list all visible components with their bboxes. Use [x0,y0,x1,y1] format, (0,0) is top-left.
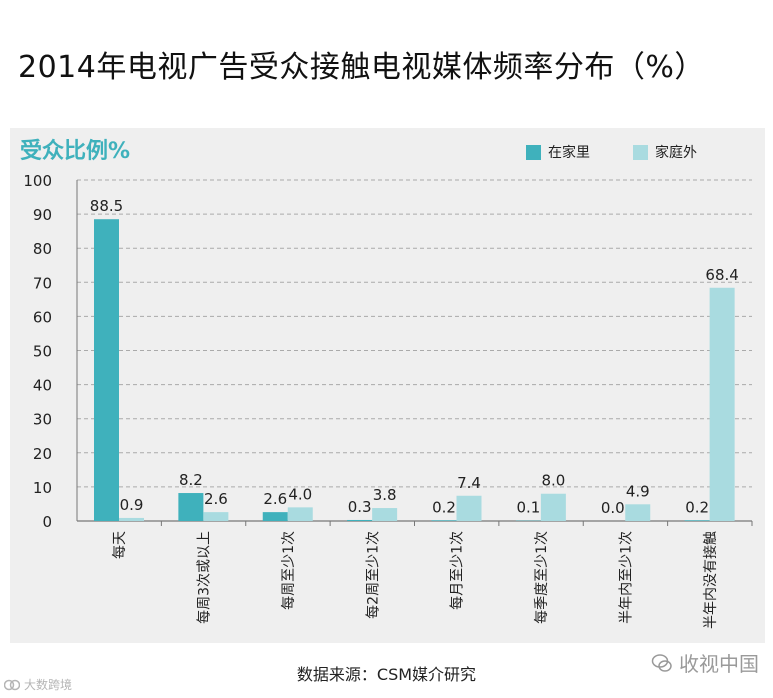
data-label: 4.9 [626,482,650,500]
wechat-icon [651,653,672,672]
y-tick-label: 40 [33,377,52,395]
x-tick-label: 每天 [112,531,128,559]
data-label: 0.2 [432,498,456,516]
y-tick-label: 20 [33,445,52,463]
y-tick-label: 30 [33,411,52,429]
data-label: 3.8 [373,486,397,504]
data-label: 68.4 [705,266,738,284]
bar-outside [203,512,229,521]
legend-item-home: 在家里 [526,142,590,162]
data-label: 88.5 [90,197,123,215]
bar-outside [119,517,144,521]
bar-outside [625,504,651,521]
legend-label-home: 在家里 [548,145,590,161]
x-tick-label: 每月至少1次 [450,531,466,610]
watermark-left-text: 大数跨境 [24,678,73,692]
y-tick-label: 100 [23,172,52,190]
data-label: 0.3 [348,498,372,516]
watermark-right-text: 收视中国 [679,652,759,676]
x-tick-label: 每2周至少1次 [365,531,381,619]
data-label: 4.0 [288,485,312,503]
y-tick-label: 50 [33,343,52,361]
data-label: 0.1 [516,499,540,517]
data-label: 0.0 [601,499,625,517]
watermark-left: 大数跨境 [4,676,72,693]
y-tick-label: 60 [33,308,52,326]
page-title: 2014年电视广告受众接触电视媒体频率分布（%） [18,50,705,85]
y-tick-label: 0 [42,513,52,531]
bar-home [347,519,373,521]
bar-home [178,493,204,521]
y-tick-label: 10 [33,479,52,497]
y-tick-label: 80 [33,240,52,258]
data-label: 7.4 [457,474,481,492]
data-label: 8.0 [541,472,565,490]
bar-home [684,520,710,521]
data-label: 2.6 [263,490,287,508]
legend-swatch-outside [633,144,648,160]
legend-label-outside: 家庭外 [655,145,697,161]
x-tick-label: 半年内没有接触 [702,531,719,629]
bar-home [262,512,288,521]
data-label: 2.6 [204,490,228,508]
logo-icon [4,679,20,690]
bar-outside [709,287,735,521]
legend-swatch-home [526,144,541,160]
x-tick-label: 每周至少1次 [281,531,297,610]
bar-outside [287,507,313,521]
bar-home [431,520,457,521]
data-label: 8.2 [179,471,203,489]
data-label: 0.9 [120,496,144,514]
bar-outside [456,495,482,521]
bar-home [94,219,119,521]
y-tick-label: 90 [33,206,52,224]
legend-item-outside: 家庭外 [633,142,697,162]
y-axis-title: 受众比例% [20,139,131,164]
source-note: 数据来源：CSM媒介研究 [296,665,477,684]
data-label: 0.2 [685,498,709,516]
bar-outside [540,493,566,521]
bar-outside [372,508,398,521]
x-tick-label: 每季度至少1次 [534,531,550,624]
watermark-right: 收视中国 [651,648,759,677]
x-tick-label: 半年内至少1次 [618,531,634,624]
x-tick-label: 每周3次或以上 [197,531,213,624]
y-tick-label: 70 [33,274,52,292]
